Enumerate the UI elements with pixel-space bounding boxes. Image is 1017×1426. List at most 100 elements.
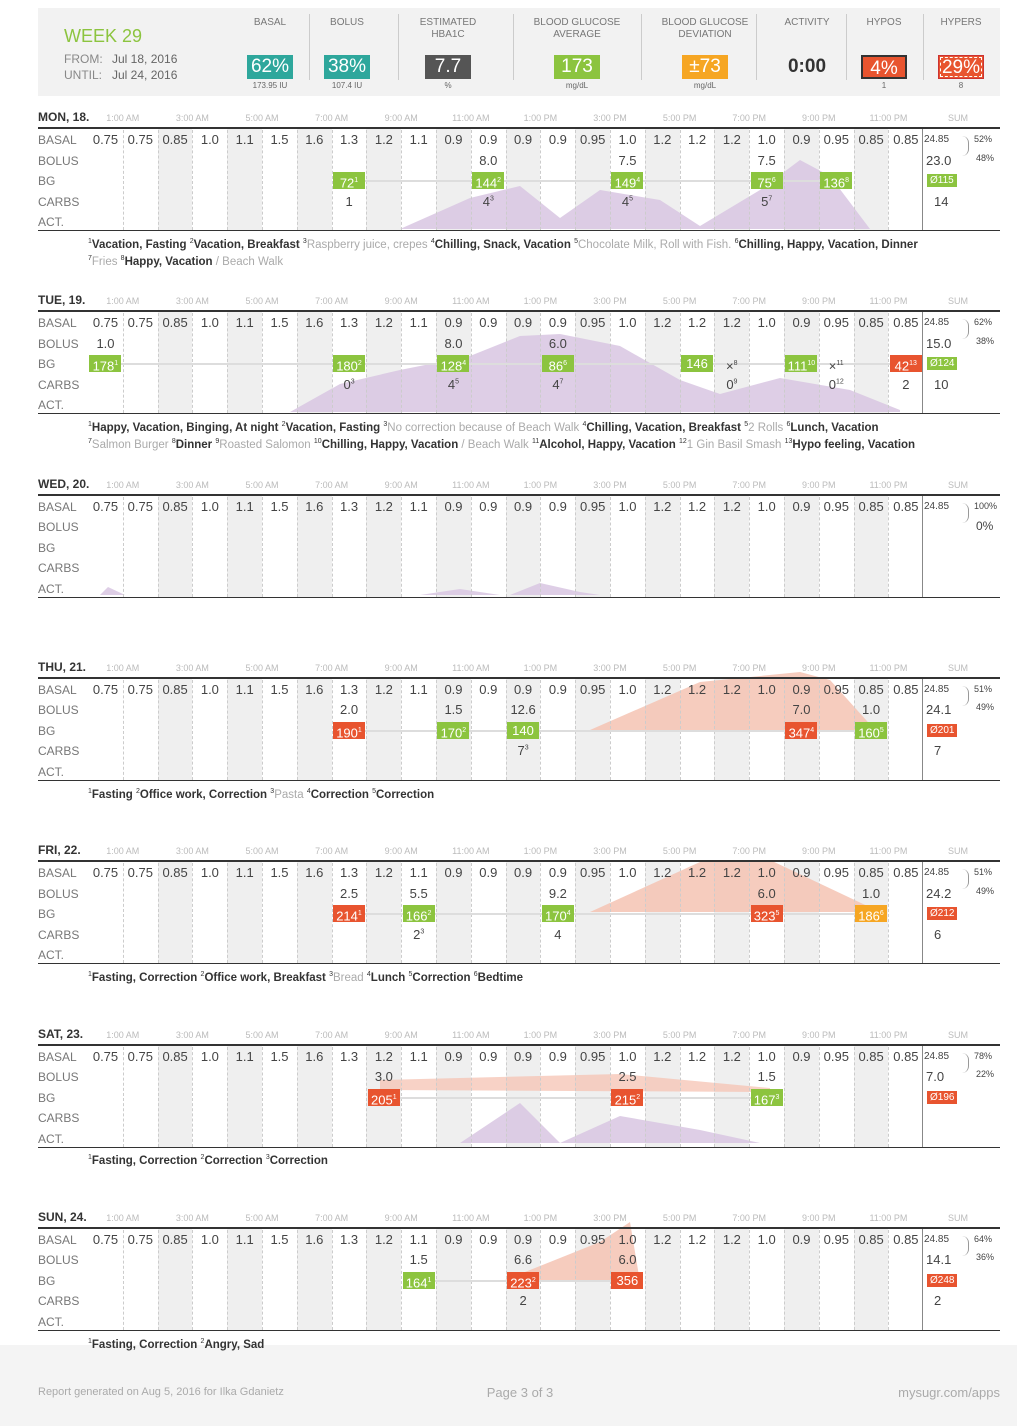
basal-value: 1.2 <box>374 1231 393 1247</box>
basal-value: 1.0 <box>200 681 219 697</box>
row-label: BASAL <box>38 133 77 147</box>
bg-value: 2051 <box>367 1088 400 1107</box>
time-label: 1:00 PM <box>523 296 558 307</box>
activity-area <box>400 160 870 229</box>
note-number: 9 <box>215 438 220 446</box>
time-label: 1:00 AM <box>106 113 140 123</box>
bg-note-ref: 1 <box>357 910 362 918</box>
basal-value: 0.75 <box>92 498 119 514</box>
time-label: 3:00 PM <box>593 662 627 673</box>
column-divider <box>679 1229 681 1330</box>
time-label: 7:00 PM <box>732 479 766 490</box>
bg-value: 2232 <box>507 1271 539 1290</box>
column-divider <box>296 1229 298 1330</box>
carbs-amount: 4 <box>447 376 456 392</box>
column-divider <box>262 679 263 780</box>
time-label: 9:00 AM <box>384 113 418 123</box>
day-notes: 1Fasting, Correction 2Correction 3Correc… <box>88 1152 918 1169</box>
basal-value: 1.6 <box>305 315 324 331</box>
bolus-value: 7.5 <box>757 152 776 168</box>
note: 2Correction <box>201 1155 263 1168</box>
note: 3Correction <box>266 1155 328 1168</box>
basal-value: 0.9 <box>792 865 811 881</box>
time-label: 9:00 PM <box>802 296 836 307</box>
column-divider <box>157 130 159 230</box>
percent-bracket <box>962 685 969 706</box>
carbs-amount: 1 <box>345 193 353 209</box>
time-label: 7:00 AM <box>315 1212 349 1223</box>
time-label: 1:00 PM <box>523 479 558 490</box>
bg-reading: 186 <box>858 908 880 924</box>
carbs-value: 47 <box>540 377 575 392</box>
row-label: ACT. <box>38 581 65 596</box>
basal-value: 1.6 <box>305 498 324 514</box>
note-text: Vacation, Breakfast <box>193 238 300 251</box>
header-rule <box>38 310 1000 313</box>
column-stripe <box>227 861 262 965</box>
footer-right: mysugr.com/apps <box>898 1385 1000 1400</box>
until-label: UNTIL: <box>64 68 103 82</box>
bg-reading: 140 <box>512 722 534 738</box>
stat-label: BLOOD GLUCOSE DEVIATION <box>661 17 749 40</box>
note-number: 2 <box>136 787 140 795</box>
bg-reading: × <box>828 358 837 374</box>
time-label: 3:00 AM <box>175 1212 209 1223</box>
time-label: 7:00 AM <box>315 113 349 123</box>
time-label: 7:00 AM <box>315 1029 349 1040</box>
time-label: 3:00 AM <box>175 846 209 857</box>
note-number: 6 <box>786 421 791 429</box>
carbs-note-ref: 3 <box>350 378 355 386</box>
column-divider <box>366 496 368 597</box>
column-divider <box>888 496 890 597</box>
note: 4Chilling, Snack, Vacation <box>431 238 571 251</box>
basal-value: 0.85 <box>162 865 188 881</box>
note-number: 6 <box>734 238 739 245</box>
note-number: 1 <box>88 1154 92 1162</box>
basal-value: 0.75 <box>92 1048 119 1064</box>
column-divider <box>331 496 333 597</box>
column-divider <box>262 496 263 597</box>
bolus-value: 6.0 <box>757 885 776 901</box>
sum-label: SUM <box>948 1212 968 1223</box>
bolus-value: 5.5 <box>409 885 428 901</box>
bg-value: 1781 <box>89 355 122 374</box>
note: 6Lunch, Vacation <box>786 421 878 434</box>
column-divider <box>227 1046 229 1147</box>
column-divider <box>853 1229 855 1330</box>
basal-value: 1.2 <box>374 498 393 514</box>
footer-page: Page 3 of 3 <box>486 1385 554 1400</box>
stat-label: BOLUS <box>330 17 364 28</box>
basal-value: 0.9 <box>548 1048 567 1064</box>
bg-value: ×8 <box>716 355 748 374</box>
basal-value: 1.0 <box>200 498 219 514</box>
row-label: BG <box>38 1273 56 1288</box>
column-stripe <box>714 1044 750 1148</box>
time-label: 9:00 PM <box>802 1029 836 1040</box>
basal-value: 1.6 <box>305 1231 324 1247</box>
column-divider <box>157 679 159 780</box>
basal-value: 1.6 <box>305 132 324 147</box>
bg-note-ref: 6 <box>771 177 776 184</box>
note-number: 7 <box>88 438 92 446</box>
carbs-amount: 2 <box>902 376 910 392</box>
percent-bracket <box>962 502 969 523</box>
note-number: 2 <box>200 1337 205 1345</box>
bg-value: 3474 <box>785 721 818 740</box>
note-food: No correction because of Beach Walk <box>387 422 580 435</box>
bg-value: 1702 <box>437 721 470 740</box>
row-label: CARBS <box>38 377 80 392</box>
column-divider <box>227 496 229 597</box>
bg-note-ref: 3 <box>775 1093 780 1101</box>
stat-separator <box>845 14 847 80</box>
note-text: Vacation, Fasting <box>285 422 381 435</box>
basal-value: 0.85 <box>893 865 919 881</box>
note-text: Angry, Sad <box>204 1338 265 1351</box>
carbs-value: 03 <box>332 377 367 392</box>
basal-value: 1.0 <box>618 865 637 881</box>
column-stripe <box>714 1227 750 1331</box>
note: 9Roasted Salomon <box>215 438 310 451</box>
bg-note-ref: 1 <box>427 1276 432 1284</box>
basal-value: 0.9 <box>792 132 811 147</box>
basal-value: 1.0 <box>618 315 637 331</box>
carbs-value: 23 <box>401 927 436 942</box>
